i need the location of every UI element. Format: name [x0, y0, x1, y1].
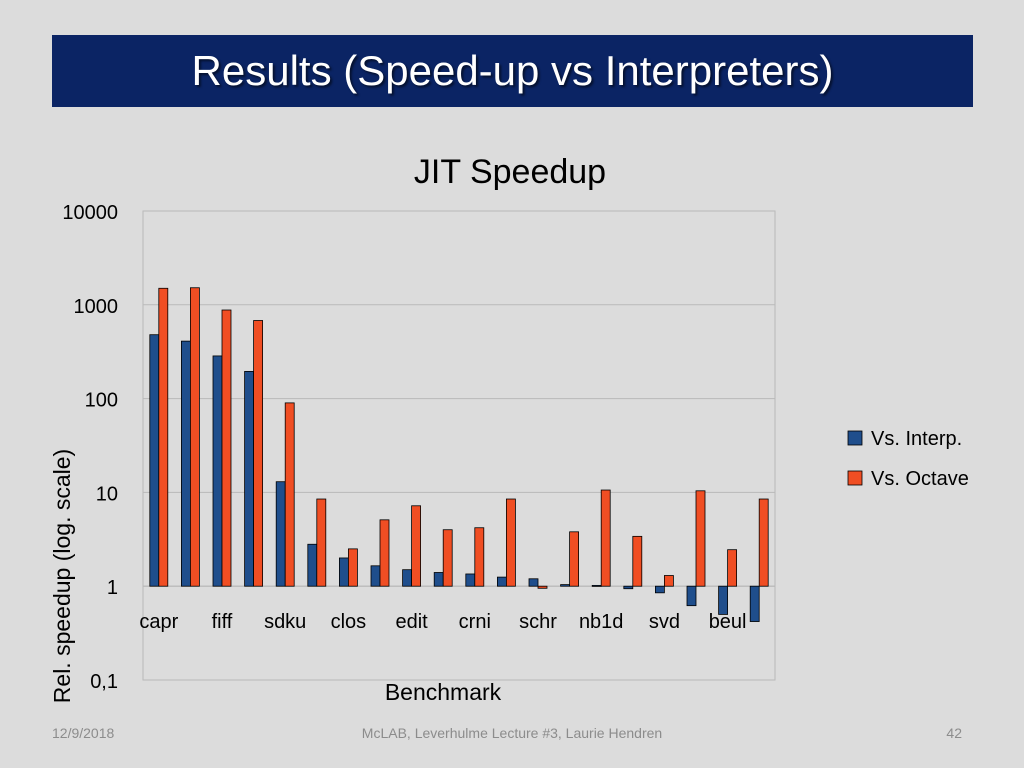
bar-vs-octave: [569, 531, 579, 587]
bar-vs-interp: [149, 334, 160, 587]
bar-vs-octave: [474, 527, 485, 587]
y-tick-label: 10: [96, 483, 118, 505]
bar-vs-octave: [347, 548, 358, 587]
y-axis-title: Rel. speedup (log. scale): [49, 449, 75, 703]
bar-vs-interp: [180, 340, 191, 587]
y-tick-label: 1000: [74, 296, 119, 318]
bar-vs-interp: [749, 585, 760, 622]
page-number: 42: [946, 725, 962, 741]
bar-vs-interp: [465, 573, 476, 587]
y-ticks: 0,1 1 10 100 1000 10000: [62, 202, 118, 693]
bars: [149, 287, 769, 622]
bar-vs-octave: [537, 585, 548, 589]
bar-vs-octave: [221, 309, 232, 587]
bar-vs-interp: [655, 585, 665, 594]
x-category-labels: capr fiff sdku clos edit crni schr nb1d svd beul: [139, 611, 746, 633]
legend-swatch: [847, 470, 863, 486]
bar-vs-interp: [718, 585, 728, 615]
slide-title-bar: Results (Speed-up vs Interpreters): [52, 35, 973, 107]
bar-vs-octave: [727, 549, 737, 587]
bar-vs-octave: [189, 287, 200, 587]
x-category-label: fiff: [212, 611, 233, 633]
bar-vs-interp: [528, 578, 539, 587]
bar-vs-interp: [433, 572, 444, 587]
legend-label: Vs. Octave: [871, 468, 969, 490]
slide-title: Results (Speed-up vs Interpreters): [191, 47, 834, 94]
x-category-label: edit: [395, 611, 428, 633]
footer-text: McLAB, Leverhulme Lecture #3, Laurie Hen…: [361, 725, 663, 741]
x-axis-title: Benchmark: [385, 679, 502, 705]
bar-vs-interp: [591, 584, 602, 587]
bar-vs-interp: [338, 557, 349, 587]
bar-vs-octave: [442, 529, 453, 587]
y-tick-label: 1: [107, 577, 118, 599]
y-tick-label: 10000: [62, 202, 118, 224]
bar-vs-interp: [370, 565, 381, 587]
chart-title: JIT Speedup: [414, 153, 606, 191]
bar-vs-interp: [402, 569, 413, 587]
x-category-label: crni: [459, 611, 491, 633]
bar-vs-octave: [253, 320, 264, 587]
bar-vs-octave: [695, 490, 706, 587]
bar-vs-interp: [496, 576, 507, 587]
bar-vs-octave: [632, 535, 643, 587]
bar-vs-octave: [284, 402, 295, 587]
bar-vs-octave: [411, 505, 422, 587]
bar-vs-octave: [505, 498, 516, 587]
x-category-label: capr: [139, 611, 178, 633]
legend: Vs. Interp. Vs. Octave: [847, 428, 969, 490]
y-tick-label: 0,1: [90, 671, 118, 693]
bar-vs-interp: [212, 355, 223, 587]
legend-label: Vs. Interp.: [871, 428, 962, 450]
x-category-label: nb1d: [579, 611, 624, 633]
bar-vs-interp: [560, 584, 570, 587]
bar-vs-octave: [600, 489, 611, 587]
bar-vs-octave: [379, 519, 390, 587]
footer-date: 12/9/2018: [52, 725, 115, 741]
bar-vs-octave: [664, 575, 674, 587]
plot-area: [142, 210, 776, 681]
legend-swatch: [847, 430, 863, 446]
x-category-label: svd: [649, 611, 680, 633]
bar-vs-interp: [275, 481, 286, 587]
bar-vs-interp: [307, 543, 318, 587]
bar-vs-interp: [244, 370, 255, 587]
bar-vs-interp: [623, 585, 634, 590]
bar-vs-octave: [758, 498, 769, 587]
x-category-label: clos: [331, 611, 367, 633]
y-tick-label: 100: [85, 390, 118, 412]
bar-vs-octave: [158, 287, 169, 587]
x-category-label: beul: [709, 611, 747, 633]
bar-vs-interp: [686, 585, 697, 607]
x-category-label: sdku: [264, 611, 306, 633]
x-category-label: schr: [519, 611, 557, 633]
bar-vs-octave: [316, 498, 327, 587]
